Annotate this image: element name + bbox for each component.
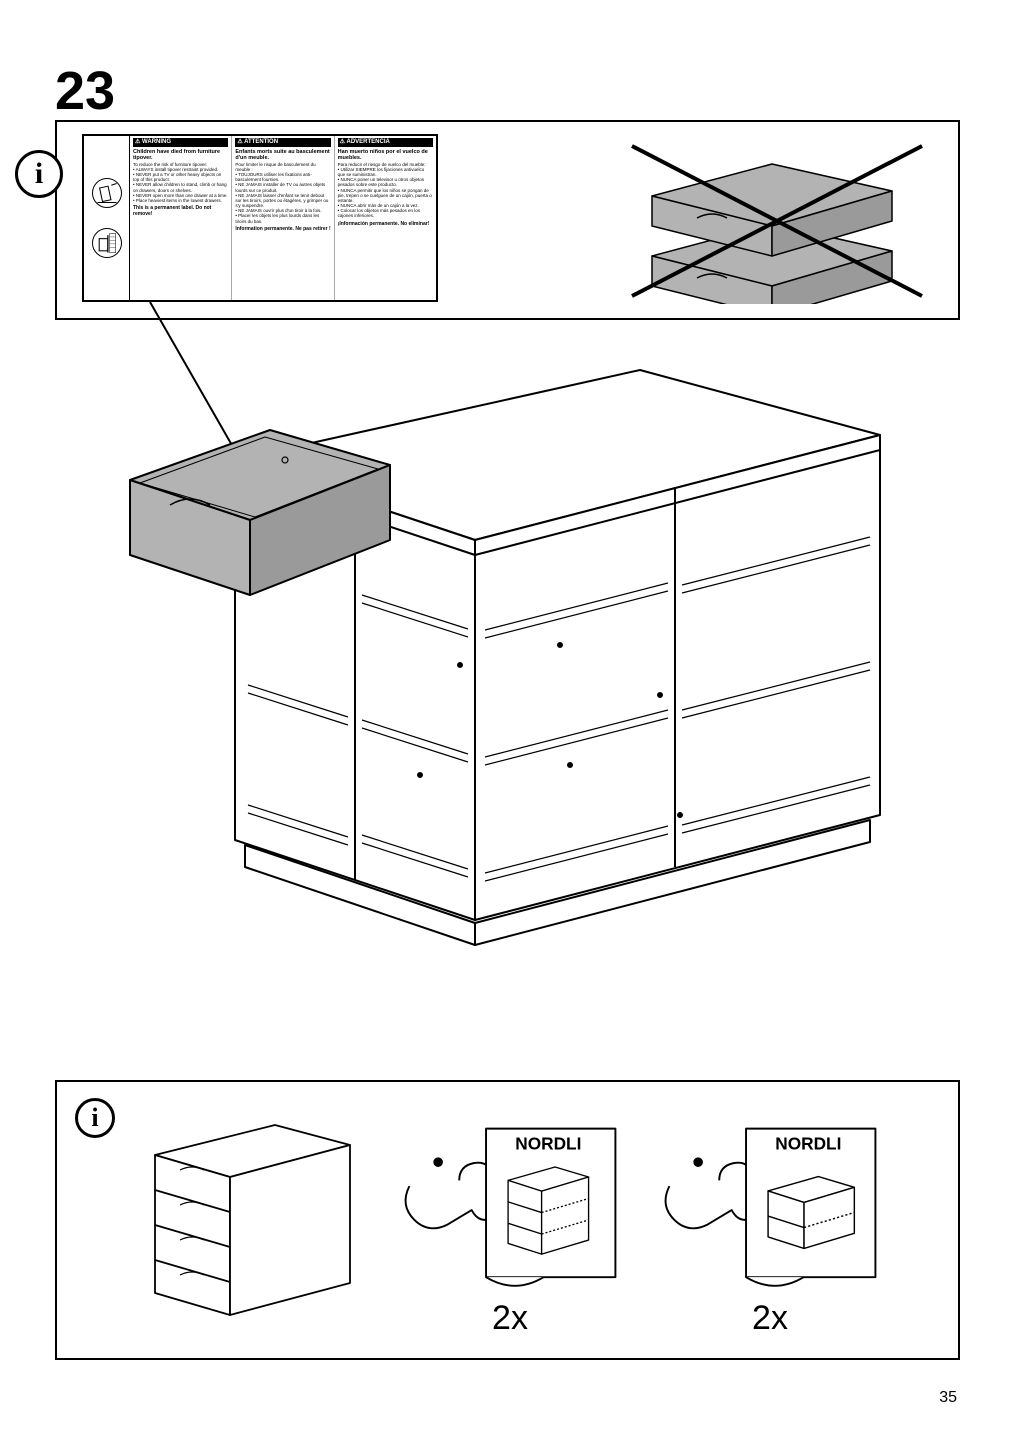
warning-title-fr: Enfants morts suite au basculement d'un … xyxy=(235,149,330,161)
warning-body-es: • Utilizar SIEMPRE los fijaciones antivu… xyxy=(338,167,433,219)
manual-title-text: NORDLI xyxy=(515,1133,581,1153)
warning-heading-es: ⚠ ADVERTENCIA xyxy=(338,138,433,147)
manual-reference-tall: NORDLI 2x xyxy=(395,1108,625,1338)
warning-permanent-en: This is a permanent label. Do not remove… xyxy=(133,206,228,217)
dresser-4-drawer-illustration xyxy=(135,1115,365,1330)
warning-text-columns: ⚠ WARNING Children have died from furnit… xyxy=(130,136,436,300)
step-number: 23 xyxy=(55,60,115,122)
bottom-content-row: NORDLI 2x NORDLI 2x xyxy=(135,1100,945,1345)
anchor-wall-icon xyxy=(92,228,122,258)
warning-col-fr: ⚠ ATTENTION Enfants morts suite au bascu… xyxy=(231,136,333,300)
info-icon: i xyxy=(75,1098,115,1138)
manual-qty-2: 2x xyxy=(752,1299,788,1338)
tipover-icon xyxy=(92,178,122,208)
warning-col-en: ⚠ WARNING Children have died from furnit… xyxy=(130,136,231,300)
warning-label-callout: ⚠ WARNING Children have died from furnit… xyxy=(82,134,438,302)
warning-heading-en: ⚠ WARNING xyxy=(133,138,228,147)
warning-col-es: ⚠ ADVERTENCIA Han muerto niños por el vu… xyxy=(334,136,436,300)
manual-reference-short: NORDLI 2x xyxy=(655,1108,885,1338)
dresser-assembly-illustration xyxy=(120,365,910,985)
warning-title-en: Children have died from furniture tipove… xyxy=(133,149,228,161)
manual-qty-1: 2x xyxy=(492,1299,528,1338)
manual-title-text: NORDLI xyxy=(775,1133,841,1153)
warning-heading-fr: ⚠ ATTENTION xyxy=(235,138,330,147)
wrong-stacking-illustration xyxy=(622,136,932,304)
warning-title-es: Han muerto niños por el vuelco de mueble… xyxy=(338,149,433,161)
warning-body-fr: • TOUJOURS utiliser les fixations anti-b… xyxy=(235,172,330,224)
page-number: 35 xyxy=(939,1389,957,1407)
warning-icons-column xyxy=(84,136,130,300)
warning-body-en: • ALWAYS install tipover restraint provi… xyxy=(133,167,228,203)
warning-permanent-es: ¡Información permanente. No eliminar! xyxy=(338,222,433,228)
info-icon: i xyxy=(15,150,63,198)
warning-permanent-fr: Information permanente. Ne pas retirer ! xyxy=(235,227,330,233)
warning-subtitle-fr: Pour limiter le risque de basculement du… xyxy=(235,162,330,172)
